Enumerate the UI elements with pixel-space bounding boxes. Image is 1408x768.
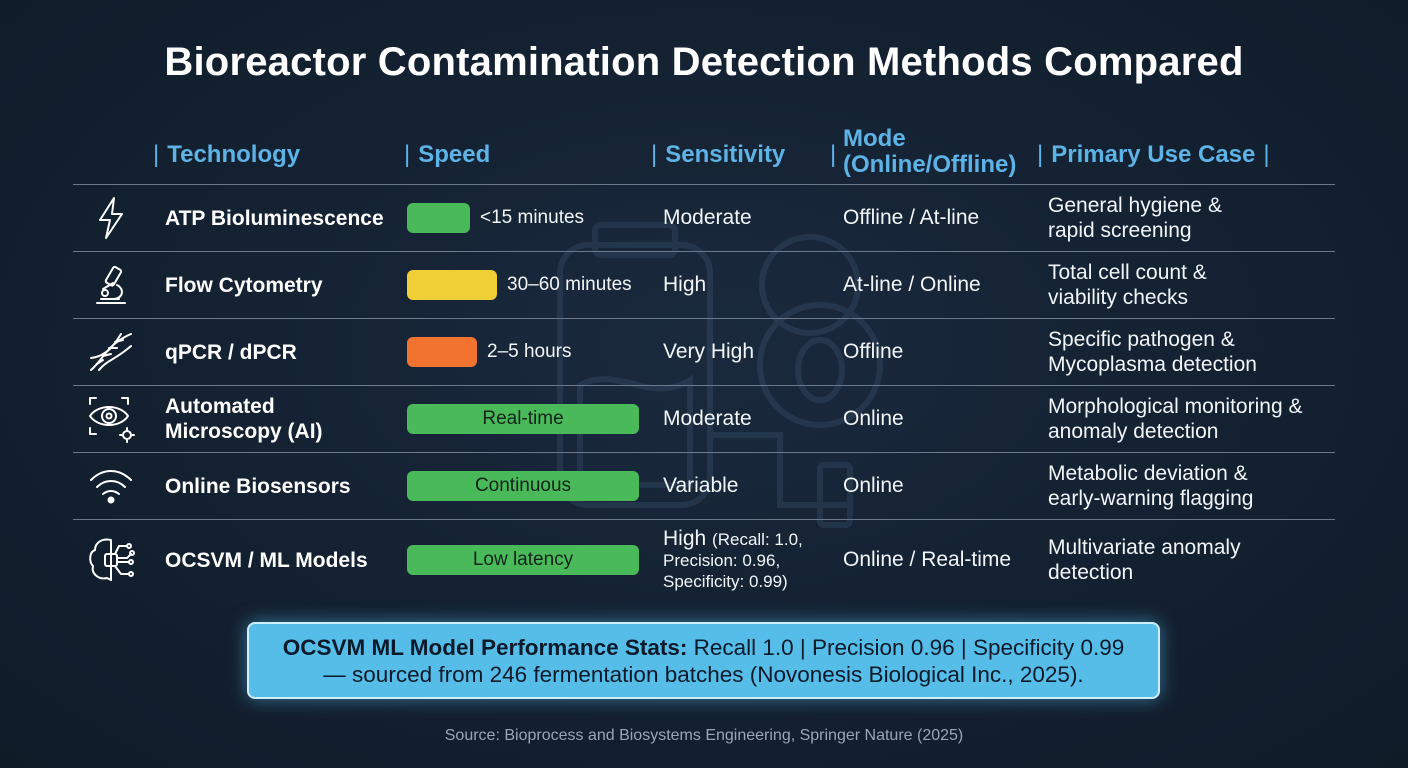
lab-equipment-watermark-icon bbox=[557, 222, 883, 528]
speed-label: 30–60 minutes bbox=[507, 274, 632, 295]
table-row: Online Biosensors Continuous Variable Onlin… bbox=[73, 452, 1335, 519]
mode-cell: Offline / At-line bbox=[843, 206, 980, 229]
speed-cell: 2–5 hours bbox=[407, 319, 647, 385]
callout-line-2: — sourced from 246 fermentation batches … bbox=[323, 662, 1084, 687]
use-case-line: Morphological monitoring & bbox=[1048, 395, 1303, 418]
header-sensitivity: | Sensitivity bbox=[651, 141, 786, 168]
sensitivity-cell: Variable bbox=[663, 474, 739, 497]
specificity-value: Specificity: 0.99) bbox=[663, 572, 788, 591]
sensitivity-cell: Very High bbox=[663, 340, 755, 363]
sensitivity-cell: Moderate bbox=[663, 206, 752, 229]
eye-gear-icon bbox=[81, 386, 141, 452]
header-technology: | Technology bbox=[153, 141, 301, 168]
mode-cell: Offline bbox=[843, 340, 904, 363]
speed-label: <15 minutes bbox=[480, 207, 585, 228]
use-case-line: viability checks bbox=[1048, 286, 1189, 309]
use-case-cell: Morphological monitoring & anomaly detect… bbox=[1048, 386, 1333, 452]
technology-cell: Automated Microscopy (AI) bbox=[165, 395, 323, 443]
table-row: ATP Bioluminescence <15 minutes Moderate Of… bbox=[73, 184, 1335, 251]
table-header: | Technology | Speed | Sensitivity | Mode (… bbox=[0, 126, 1408, 184]
table-row: OCSVM / ML Models Low latency High (Recall… bbox=[73, 519, 1335, 600]
dna-icon bbox=[81, 319, 141, 385]
comparison-table: ATP Bioluminescence <15 minutes Moderate Of… bbox=[73, 184, 1335, 600]
technology-cell: Online Biosensors bbox=[165, 474, 351, 498]
technology-cell: ATP Bioluminescence bbox=[165, 206, 384, 230]
speed-bar: Real-time bbox=[407, 404, 639, 434]
mode-cell: At-line / Online bbox=[843, 273, 981, 296]
use-case-line: Total cell count & bbox=[1048, 261, 1207, 284]
lightning-icon bbox=[81, 185, 141, 251]
header-mode-label: Mode (Online/Offline) bbox=[843, 125, 1017, 178]
mode-cell: Online / Real-time bbox=[843, 548, 1012, 571]
use-case-line: Specific pathogen & bbox=[1048, 328, 1235, 351]
speed-cell: Continuous bbox=[407, 453, 647, 519]
performance-callout: OCSVM ML Model Performance Stats: Recall… bbox=[247, 622, 1160, 699]
mode-cell: Online bbox=[843, 407, 904, 430]
speed-cell: <15 minutes bbox=[407, 185, 647, 251]
table-row: qPCR / dPCR 2–5 hours Very High Offline Spec… bbox=[73, 318, 1335, 385]
speed-bar bbox=[407, 337, 477, 367]
header-speed: | Speed bbox=[404, 141, 491, 168]
microscope-icon bbox=[81, 252, 141, 318]
speed-label: 2–5 hours bbox=[487, 341, 572, 362]
use-case-line: Multivariate anomaly bbox=[1048, 536, 1241, 559]
use-case-cell: Multivariate anomaly detection bbox=[1048, 520, 1333, 600]
header-mode: | bbox=[830, 141, 837, 168]
wifi-icon bbox=[81, 453, 141, 519]
use-case-line: anomaly detection bbox=[1048, 420, 1219, 443]
callout-bold: OCSVM ML Model Performance Stats: bbox=[282, 635, 688, 660]
speed-bar: Continuous bbox=[407, 471, 639, 501]
use-case-line: rapid screening bbox=[1048, 219, 1192, 242]
use-case-cell: Total cell count & viability checks bbox=[1048, 252, 1333, 318]
sensitivity-cell: Moderate bbox=[663, 407, 752, 430]
sensitivity-cell: High (Recall: 1.0, Precision: 0.96, Specif… bbox=[663, 520, 833, 600]
use-case-line: Metabolic deviation & bbox=[1048, 462, 1248, 485]
recall-value: (Recall: 1.0, bbox=[712, 530, 803, 549]
source-note: Source: Bioprocess and Biosystems Engine… bbox=[444, 727, 964, 744]
speed-bar bbox=[407, 270, 497, 300]
use-case-line: General hygiene & bbox=[1048, 194, 1222, 217]
use-case-cell: Metabolic deviation & early-warning flagg… bbox=[1048, 453, 1333, 519]
sensitivity-value: High bbox=[663, 527, 707, 550]
mode-cell: Online bbox=[843, 474, 904, 497]
sensitivity-cell: High bbox=[663, 273, 707, 296]
table-row: Automated Microscopy (AI) Real-time Modera… bbox=[73, 385, 1335, 452]
sensitivity-detail: High (Recall: 1.0, Precision: 0.96, Specif… bbox=[663, 528, 803, 592]
technology-cell: Flow Cytometry bbox=[165, 273, 323, 297]
use-case-line: detection bbox=[1048, 561, 1134, 584]
brain-circuit-icon bbox=[81, 520, 141, 600]
speed-cell: Real-time bbox=[407, 386, 647, 452]
use-case-cell: General hygiene & rapid screening bbox=[1048, 185, 1333, 251]
callout-line-1: OCSVM ML Model Performance Stats: Recall… bbox=[249, 634, 1158, 661]
use-case-line: Mycoplasma detection bbox=[1048, 353, 1257, 376]
technology-cell: qPCR / dPCR bbox=[165, 340, 297, 364]
technology-cell: OCSVM / ML Models bbox=[165, 548, 368, 572]
precision-value: Precision: 0.96, bbox=[663, 551, 781, 570]
speed-cell: 30–60 minutes bbox=[407, 252, 647, 318]
speed-bar bbox=[407, 203, 470, 233]
speed-cell: Low latency bbox=[407, 520, 647, 600]
callout-stats: Recall 1.0 | Precision 0.96 | Specificit… bbox=[687, 635, 1125, 660]
table-row: Flow Cytometry 30–60 minutes High At-line /… bbox=[73, 251, 1335, 318]
page-title: Bioreactor Contamination Detection Metho… bbox=[164, 40, 1244, 84]
header-use-case: | Primary Use Case | bbox=[1037, 141, 1270, 168]
speed-bar: Low latency bbox=[407, 545, 639, 575]
use-case-line: early-warning flagging bbox=[1048, 487, 1254, 510]
use-case-cell: Specific pathogen & Mycoplasma detection bbox=[1048, 319, 1333, 385]
